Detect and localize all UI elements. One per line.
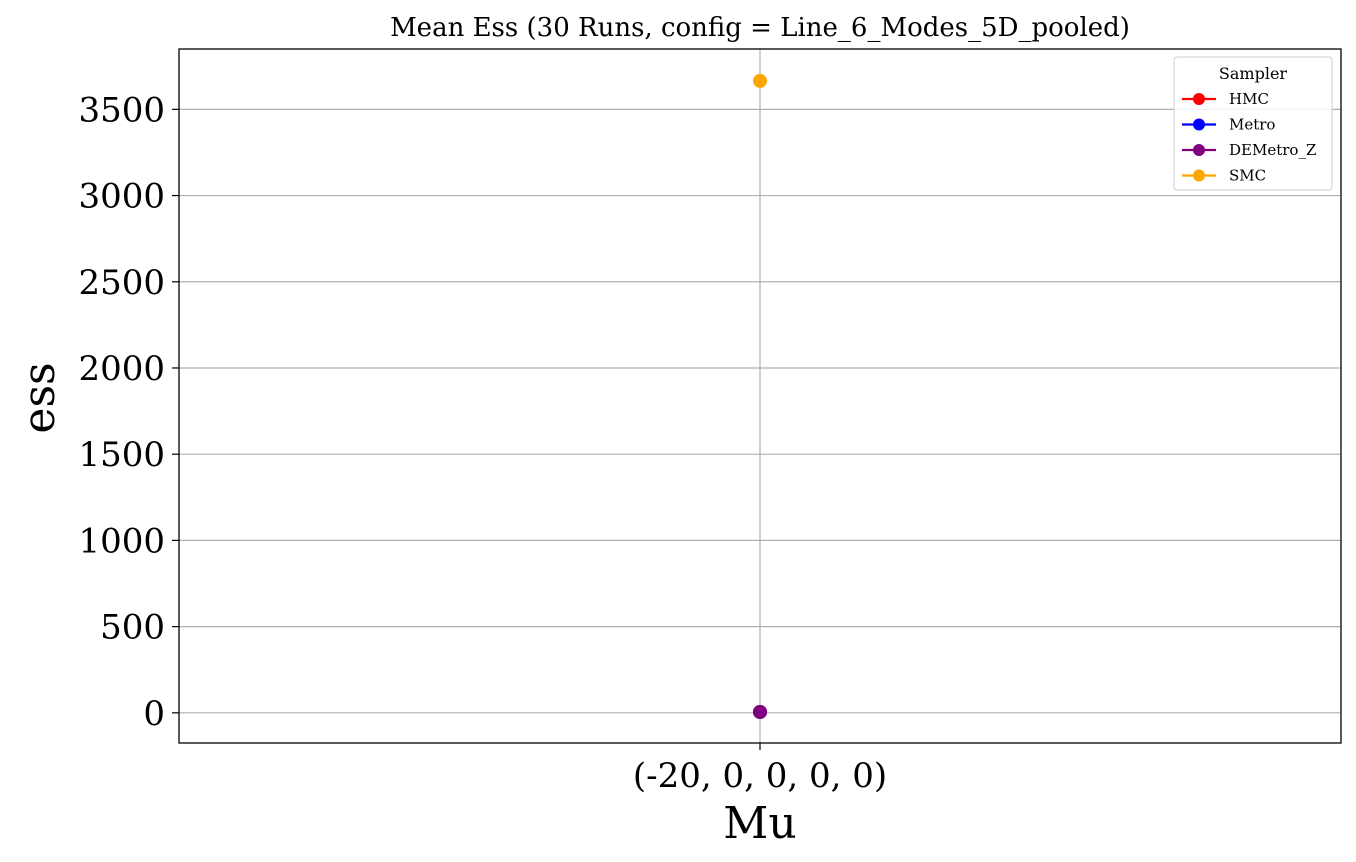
- legend-entry-smc: SMC: [1182, 167, 1266, 185]
- y-tick-label: 3500: [78, 90, 165, 130]
- legend-label: DEMetro_Z: [1229, 141, 1316, 159]
- data-point-smc: [753, 73, 767, 88]
- legend-entry-metro: Metro: [1182, 116, 1275, 134]
- legend-entry-demetro-z: DEMetro_Z: [1182, 141, 1316, 159]
- axis-ticks: 0 500 1000 1500 2000 2500 3000 3500 (-20, 0, 0, …: [78, 90, 887, 796]
- data-point-demetro-z: [753, 704, 767, 719]
- y-tick-label: 2500: [78, 263, 165, 303]
- legend-entries: HMC Metro DEMetro_Z SMC: [1182, 90, 1316, 185]
- legend-entry-hmc: HMC: [1182, 90, 1269, 108]
- y-tick-label: 3000: [78, 177, 165, 217]
- x-tick-label: (-20, 0, 0, 0, 0): [633, 756, 887, 796]
- legend-label: HMC: [1229, 90, 1269, 108]
- y-axis-label: ess: [14, 362, 65, 433]
- legend-marker: [1193, 118, 1205, 131]
- legend-label: SMC: [1229, 167, 1266, 185]
- legend-title: Sampler: [1219, 64, 1288, 83]
- series-points: [753, 73, 767, 719]
- x-axis-label: Mu: [723, 798, 796, 849]
- y-tick-label: 1500: [78, 435, 165, 475]
- legend-marker: [1193, 144, 1205, 156]
- y-tick-label: 500: [100, 608, 165, 648]
- legend-marker: [1193, 169, 1205, 182]
- legend-box: [1173, 56, 1333, 191]
- legend-marker: [1193, 93, 1205, 105]
- gridlines: [179, 49, 1341, 743]
- y-tick-label: 2000: [78, 349, 165, 389]
- legend-label: Metro: [1229, 116, 1275, 134]
- chart-title: Mean Ess (30 Runs, config = Line_6_Modes…: [390, 13, 1130, 43]
- legend: Sampler HMC Metro DEMetro_Z SMC: [1173, 56, 1333, 191]
- y-tick-label: 0: [143, 694, 165, 734]
- y-tick-label: 1000: [78, 521, 165, 561]
